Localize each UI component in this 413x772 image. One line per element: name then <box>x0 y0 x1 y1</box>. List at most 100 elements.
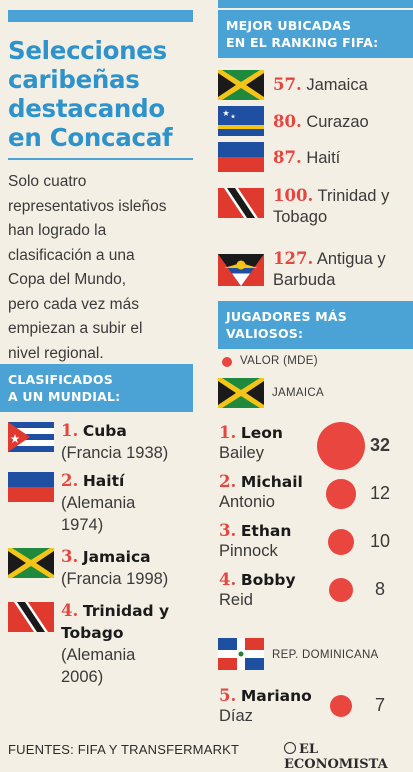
qualified-detail: 1974) <box>61 516 104 534</box>
qualified-detail: (Alemania <box>61 494 136 512</box>
haiti-flag-icon <box>218 142 264 172</box>
top-bar-left <box>8 10 193 22</box>
intro-line: Copa del Mundo, <box>8 271 127 288</box>
country-name: Haití <box>82 472 125 490</box>
country-name: Haití <box>306 149 341 167</box>
value-circle <box>329 694 353 718</box>
header-line: VALIOSOS: <box>226 326 304 341</box>
qualified-detail: 2006) <box>61 668 104 686</box>
player-last-name: Antonio <box>219 493 275 511</box>
country-name: Jamaica <box>306 76 368 94</box>
player-last-name: Díaz <box>219 707 253 725</box>
rank-number: 2. <box>219 472 237 491</box>
player-first-name: Bobby <box>240 571 296 589</box>
rank-number: 127. <box>273 249 314 268</box>
jamaica-flag-icon <box>8 548 54 578</box>
country-name: Cuba <box>82 422 127 440</box>
intro-line: representativos isleños <box>8 197 167 215</box>
player-first-name: Michail <box>240 473 303 491</box>
player-item: 1. Leon Bailey <box>219 423 283 463</box>
value-circle <box>329 578 353 602</box>
page-title: Selecciones caribeñas destacando en Conc… <box>8 36 208 152</box>
rank-number: 100. <box>273 186 314 205</box>
qualified-detail: (Alemania <box>61 646 136 664</box>
player-last-name: Pinnock <box>219 542 278 560</box>
trinidad-flag-icon <box>8 602 54 632</box>
intro-line: pero cada vez más <box>8 295 139 313</box>
curacao-flag-icon <box>218 106 264 136</box>
value-label: 8 <box>374 579 385 599</box>
ranking-item: 57. Jamaica <box>273 74 368 96</box>
intro-line: han logrado la <box>8 222 107 239</box>
rank-number: 4. <box>219 570 237 589</box>
title-line: destacando <box>8 94 165 123</box>
player-first-name: Mariano <box>240 687 312 705</box>
qualified-header: CLASIFICADOS A UN MUNDIAL: <box>0 364 193 412</box>
header-line: CLASIFICADOS <box>8 372 113 387</box>
intro-line: nivel regional. <box>8 344 104 362</box>
title-line: Selecciones <box>8 36 167 65</box>
player-first-name: Ethan <box>240 522 292 540</box>
qualified-detail: (Francia 1938) <box>61 444 169 462</box>
rank-number: 80. <box>273 112 302 131</box>
rank-number: 3. <box>61 547 79 566</box>
rank-number: 87. <box>273 148 302 167</box>
title-divider <box>8 158 193 160</box>
player-last-name: Reid <box>219 591 253 609</box>
haiti-flag-icon <box>8 472 54 502</box>
ranking-item: 100. Trinidad y Tobago <box>273 185 389 228</box>
dominican-flag-icon <box>218 638 264 670</box>
player-last-name: Bailey <box>219 444 264 462</box>
qualified-item: 3. Jamaica (Francia 1998) <box>61 546 168 590</box>
country-name: Barbuda <box>273 271 336 289</box>
header-line: JUGADORES MÁS <box>226 309 347 324</box>
group-label-jamaica: JAMAICA <box>272 387 324 399</box>
header-line: A UN MUNDIAL: <box>8 389 121 404</box>
qualified-item: 1. Cuba (Francia 1938) <box>61 420 168 464</box>
jamaica-flag-icon <box>218 70 264 100</box>
player-item: 3. Ethan Pinnock <box>219 521 291 561</box>
country-name: Tobago <box>61 624 124 642</box>
rank-number: 4. <box>61 601 79 620</box>
intro-text: Solo cuatro representativos isleños han … <box>8 170 198 366</box>
rank-number: 5. <box>219 686 237 705</box>
rank-number: 1. <box>219 423 237 442</box>
rank-number: 2. <box>61 471 79 490</box>
header-line: MEJOR UBICADAS <box>226 18 352 33</box>
antigua-flag-icon <box>218 254 264 286</box>
title-line: en Concacaf <box>8 123 173 152</box>
qualified-item: 2. Haití (Alemania 1974) <box>61 470 135 536</box>
logo-mark-icon <box>284 742 296 754</box>
value-label: 7 <box>374 695 385 715</box>
value-circle <box>327 528 355 556</box>
sources-footer: FUENTES: FIFA Y TRANSFERMARKT <box>8 742 240 757</box>
value-circle <box>326 479 356 509</box>
value-label: 32 <box>369 435 391 455</box>
country-name: Antigua y <box>316 250 386 268</box>
country-name: Curazao <box>306 113 369 131</box>
rank-number: 57. <box>273 75 302 94</box>
group-label-dominicana: REP. DOMINICANA <box>272 649 379 661</box>
player-item: 4. Bobby Reid <box>219 570 296 610</box>
country-name: Tobago <box>273 208 328 226</box>
ranking-item: 80. Curazao <box>273 111 369 133</box>
qualified-item: 4. Trinidad y Tobago (Alemania 2006) <box>61 600 169 688</box>
legend-dot <box>222 357 232 367</box>
value-label: 12 <box>369 483 391 503</box>
ranking-header: MEJOR UBICADAS EN EL RANKING FIFA: <box>218 10 413 58</box>
header-line: EN EL RANKING FIFA: <box>226 35 379 50</box>
rank-number: 1. <box>61 421 79 440</box>
jamaica-flag-icon <box>218 378 264 408</box>
country-name: Trinidad y <box>317 187 390 205</box>
player-first-name: Leon <box>240 424 283 442</box>
intro-line: Solo cuatro <box>8 173 87 190</box>
country-name: Trinidad y <box>82 602 170 620</box>
player-item: 5. Mariano Díaz <box>219 686 312 726</box>
players-header: JUGADORES MÁS VALIOSOS: <box>218 301 413 349</box>
rank-number: 3. <box>219 521 237 540</box>
legend-label: VALOR (MDE) <box>240 355 318 367</box>
trinidad-flag-icon <box>218 188 264 218</box>
country-name: Jamaica <box>82 548 151 566</box>
intro-line: clasificación a una <box>8 246 135 264</box>
qualified-detail: (Francia 1998) <box>61 570 169 588</box>
